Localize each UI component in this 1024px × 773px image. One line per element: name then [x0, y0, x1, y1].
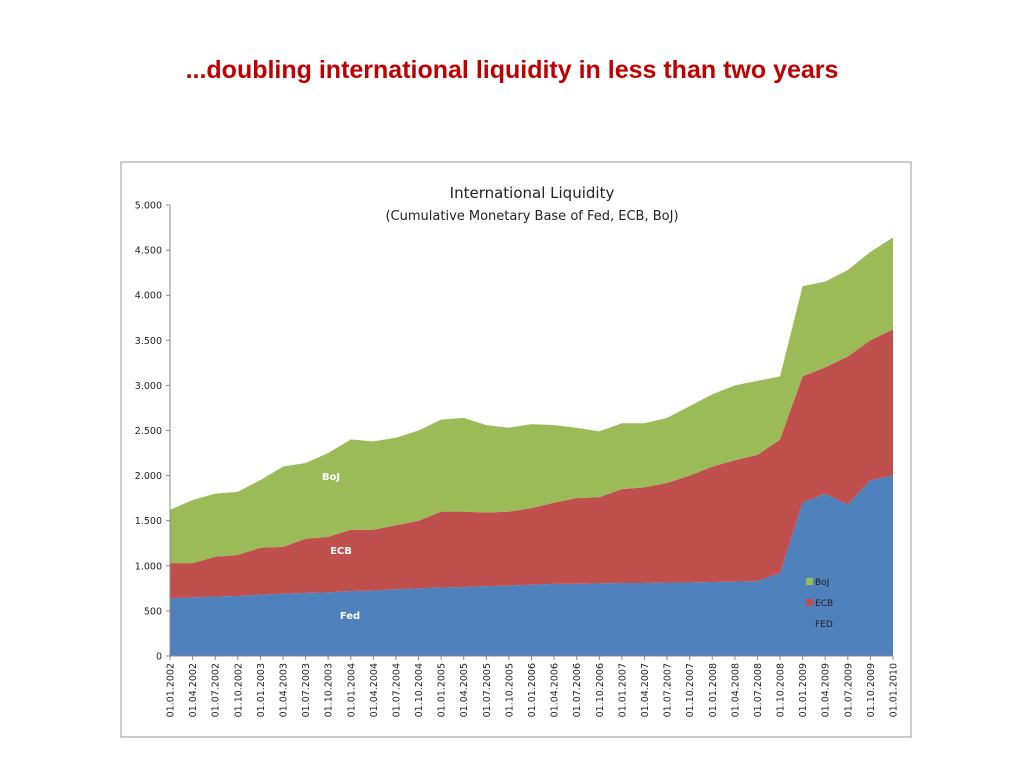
x-tick-label: 01.07.2008 [753, 663, 764, 717]
y-tick-label: 4.000 [135, 291, 162, 302]
y-tick-label: 2.500 [135, 426, 162, 437]
legend-label: ECB [815, 599, 833, 609]
y-tick-label: 3.000 [135, 381, 162, 392]
x-tick-label: 01.07.2003 [301, 663, 312, 717]
x-tick-label: 01.04.2002 [188, 663, 199, 717]
x-tick-label: 01.10.2008 [776, 663, 787, 717]
x-tick-label: 01.01.2004 [346, 663, 357, 717]
x-tick-label: 01.04.2008 [730, 663, 741, 717]
area-label: Fed [340, 611, 360, 622]
x-tick-label: 01.01.2010 [889, 663, 900, 717]
x-tick-label: 01.04.2003 [278, 663, 289, 717]
x-tick-label: 01.07.2006 [572, 663, 583, 717]
legend-swatch [806, 599, 813, 606]
x-tick-label: 01.04.2004 [369, 663, 380, 717]
y-tick-label: 2.000 [135, 471, 162, 482]
x-tick-label: 01.04.2007 [640, 663, 651, 717]
y-tick-label: 1.500 [135, 516, 162, 527]
x-tick-label: 01.07.2004 [391, 663, 402, 717]
legend-swatch [806, 578, 813, 585]
area-label: ECB [330, 546, 352, 557]
x-tick-label: 01.07.2007 [663, 663, 674, 717]
y-tick-label: 0 [156, 652, 162, 663]
y-tick-label: 4.500 [135, 246, 162, 257]
x-tick-label: 01.07.2002 [211, 663, 222, 717]
x-tick-label: 01.07.2009 [843, 663, 854, 717]
x-tick-label: 01.10.2002 [233, 663, 244, 717]
area-fed [170, 475, 893, 656]
slide-title: ...doubling international liquidity in l… [186, 56, 839, 84]
x-tick-label: 01.10.2003 [324, 663, 335, 717]
x-tick-label: 01.04.2009 [821, 663, 832, 717]
x-tick-label: 01.01.2006 [527, 663, 538, 717]
x-tick-label: 01.01.2002 [166, 663, 177, 717]
x-tick-label: 01.01.2005 [437, 663, 448, 717]
chart-title: International Liquidity [450, 184, 615, 202]
area-boj [170, 237, 893, 564]
x-tick-label: 01.01.2003 [256, 663, 267, 717]
area-ecb [170, 329, 893, 599]
x-tick-label: 01.04.2005 [459, 663, 470, 717]
x-tick-label: 01.10.2005 [504, 663, 515, 717]
x-tick-label: 01.07.2005 [482, 663, 493, 717]
chart-subtitle: (Cumulative Monetary Base of Fed, ECB, B… [385, 209, 678, 224]
x-tick-label: 01.01.2007 [617, 663, 628, 717]
y-tick-label: 5.000 [135, 201, 162, 212]
x-tick-label: 01.10.2006 [595, 663, 606, 717]
x-tick-label: 01.01.2008 [708, 663, 719, 717]
y-tick-label: 3.500 [135, 336, 162, 347]
x-tick-label: 01.04.2006 [550, 663, 561, 717]
legend-label: FED [815, 620, 833, 630]
x-tick-label: 01.10.2009 [866, 663, 877, 717]
y-tick-label: 500 [144, 606, 162, 617]
legend-swatch [806, 620, 813, 627]
legend-label: BoJ [815, 578, 829, 588]
area-label: BoJ [322, 472, 340, 483]
x-tick-label: 01.01.2009 [798, 663, 809, 717]
x-tick-label: 01.10.2007 [685, 663, 696, 717]
y-tick-label: 1.000 [135, 561, 162, 572]
x-tick-label: 01.10.2004 [414, 663, 425, 717]
